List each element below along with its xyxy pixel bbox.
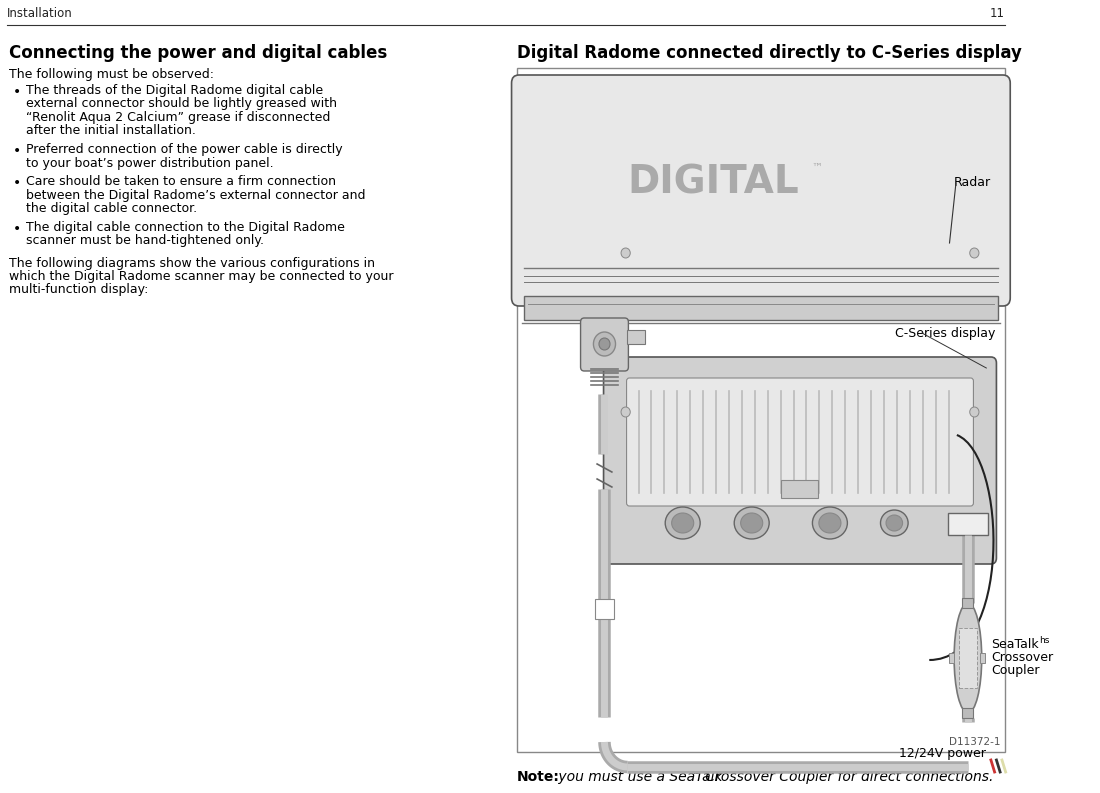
Bar	[517, 68, 1004, 752]
Text: Crossover: Crossover	[991, 651, 1053, 664]
Text: The digital cable connection to the Digital Radome: The digital cable connection to the Digi…	[25, 220, 344, 233]
FancyBboxPatch shape	[581, 318, 628, 371]
Text: Digital Radome connected directly to C-Series display: Digital Radome connected directly to C-S…	[517, 44, 1022, 62]
Text: external connector should be lightly greased with: external connector should be lightly gre…	[25, 98, 337, 110]
Bar	[948, 653, 954, 663]
Circle shape	[600, 338, 610, 350]
Bar	[524, 296, 999, 320]
Ellipse shape	[734, 507, 769, 539]
Ellipse shape	[813, 507, 847, 539]
Ellipse shape	[880, 510, 909, 536]
Text: SeaTalk: SeaTalk	[991, 638, 1038, 651]
Text: The threads of the Digital Radome digital cable: The threads of the Digital Radome digita…	[25, 84, 323, 97]
Circle shape	[621, 248, 630, 258]
Text: Preferred connection of the power cable is directly: Preferred connection of the power cable …	[25, 143, 342, 156]
Bar	[781, 480, 818, 498]
Text: •: •	[13, 176, 21, 190]
Text: after the initial installation.: after the initial installation.	[25, 125, 196, 137]
FancyBboxPatch shape	[604, 357, 997, 564]
Text: •: •	[13, 221, 21, 236]
Text: •: •	[13, 85, 21, 99]
Circle shape	[593, 332, 616, 356]
Bar	[948, 513, 988, 535]
Text: The following diagrams show the various configurations in: The following diagrams show the various …	[9, 256, 375, 270]
Text: Care should be taken to ensure a firm connection: Care should be taken to ensure a firm co…	[25, 175, 336, 188]
Text: between the Digital Radome’s external connector and: between the Digital Radome’s external co…	[25, 189, 365, 201]
Text: to your boat’s power distribution panel.: to your boat’s power distribution panel.	[25, 156, 274, 170]
Text: The following must be observed:: The following must be observed:	[9, 68, 214, 81]
Text: multi-function display:: multi-function display:	[9, 284, 148, 297]
Text: hs: hs	[690, 766, 702, 776]
Text: Crossover Coupler for direct connections.: Crossover Coupler for direct connections…	[701, 770, 993, 784]
Ellipse shape	[818, 513, 840, 533]
Ellipse shape	[886, 515, 903, 531]
Text: hs: hs	[1038, 636, 1049, 645]
FancyBboxPatch shape	[512, 75, 1010, 306]
Text: C-Series display: C-Series display	[895, 327, 996, 339]
Ellipse shape	[954, 603, 981, 713]
Text: DIGITAL: DIGITAL	[627, 164, 800, 202]
Ellipse shape	[740, 513, 762, 533]
Text: 12/24V power: 12/24V power	[900, 747, 987, 760]
Text: the digital cable connector.: the digital cable connector.	[25, 202, 197, 215]
Text: Note:: Note:	[517, 770, 560, 784]
Ellipse shape	[672, 513, 694, 533]
Text: 11: 11	[990, 7, 1004, 20]
Text: Connecting the power and digital cables: Connecting the power and digital cables	[9, 44, 387, 62]
FancyBboxPatch shape	[627, 378, 974, 506]
Text: scanner must be hand-tightened only.: scanner must be hand-tightened only.	[25, 234, 264, 247]
Bar	[962, 708, 974, 718]
Text: Radar: Radar	[954, 177, 991, 190]
Bar	[962, 598, 974, 608]
Text: you must use a SeaTalk: you must use a SeaTalk	[554, 770, 723, 784]
Circle shape	[621, 407, 630, 417]
Bar	[959, 628, 977, 688]
Text: which the Digital Radome scanner may be connected to your: which the Digital Radome scanner may be …	[9, 270, 394, 283]
Circle shape	[970, 407, 979, 417]
Text: •: •	[13, 144, 21, 158]
Text: Coupler: Coupler	[991, 664, 1040, 677]
Bar	[595, 599, 614, 619]
Ellipse shape	[666, 507, 701, 539]
Text: “Renolit Aqua 2 Calcium” grease if disconnected: “Renolit Aqua 2 Calcium” grease if disco…	[25, 111, 330, 124]
Bar	[627, 330, 645, 344]
Text: D11372-1: D11372-1	[948, 737, 1000, 747]
Text: Installation: Installation	[8, 7, 73, 20]
Text: ™: ™	[812, 163, 823, 173]
Circle shape	[970, 248, 979, 258]
Bar	[980, 653, 986, 663]
